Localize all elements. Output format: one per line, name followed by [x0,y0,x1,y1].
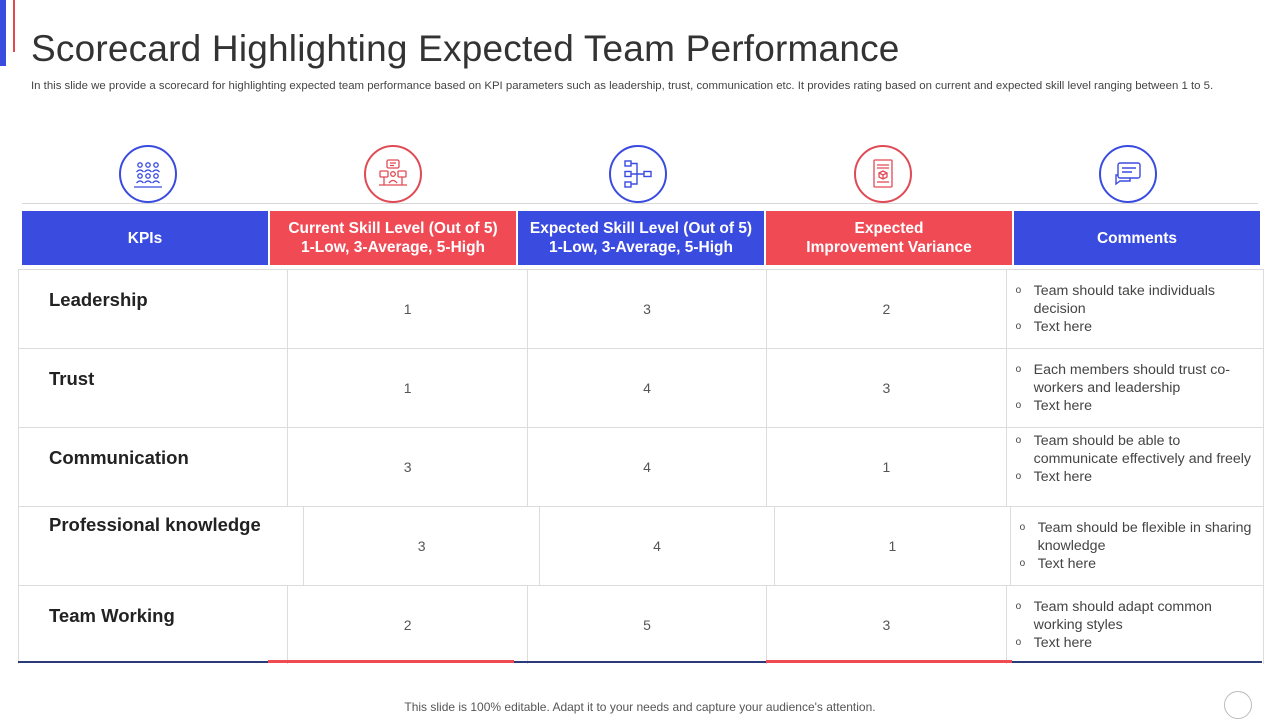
bullet-icon: o [1015,285,1022,296]
bullet-icon: o [1019,558,1026,569]
bullet-icon: o [1019,522,1026,533]
bullet-icon: o [1015,435,1022,446]
bullet-icon: o [1015,364,1022,375]
header-current-skill: Current Skill Level (Out of 5) 1-Low, 3-A… [270,211,516,265]
expected-skill-value: 4 [528,349,768,427]
table-row: Communication 3 4 1 o Team should be able… [19,428,1263,507]
current-skill-value: 1 [288,349,528,427]
variance-value: 1 [767,428,1007,506]
table-frame-top [22,203,1258,204]
table-bottom-accent [766,660,1012,663]
table-row: Trust 1 4 3 o Each members should trust c… [19,349,1263,428]
header-comments: Comments [1014,211,1260,265]
bullet-icon: o [1015,601,1022,612]
team-icon [119,145,177,203]
comment-item: o Text here [1015,469,1092,485]
expected-skill-value: 4 [540,507,776,585]
bullet-icon: o [1015,400,1022,411]
variance-value: 1 [775,507,1011,585]
chat-icon [1099,145,1157,203]
bullet-icon: o [1015,321,1022,332]
table-bottom-accent [268,660,514,663]
variance-value: 3 [767,349,1007,427]
comment-item: o Text here [1015,398,1092,414]
comment-item: o Text here [1019,556,1096,572]
comment-item: o Each members should trust co-workers an… [1015,362,1230,396]
current-skill-value: 3 [288,428,528,506]
comment-item: o Text here [1015,635,1092,651]
document-icon [854,145,912,203]
comment-cell: o Team should take individuals decision o… [1007,270,1263,348]
expected-skill-value: 4 [528,428,768,506]
accent-line [13,0,15,52]
comment-cell: o Each members should trust co-workers an… [1007,349,1263,427]
table-row: Leadership 1 3 2 o Team should take indiv… [19,270,1263,349]
table-bottom-line [18,661,1262,663]
variance-value: 2 [767,270,1007,348]
table-row: Team Working 2 5 3 o Team should adapt co… [19,586,1263,664]
bullet-icon: o [1015,637,1022,648]
expected-skill-value: 5 [528,586,768,664]
page-subtitle: In this slide we provide a scorecard for… [31,80,1214,92]
current-skill-value: 2 [288,586,528,664]
comment-cell: o Team should adapt common working styles… [1007,586,1263,664]
scorecard-table: Leadership 1 3 2 o Team should take indiv… [18,269,1264,664]
current-skill-value: 1 [288,270,528,348]
page-title: Scorecard Highlighting Expected Team Per… [31,28,900,69]
comment-item: o Team should be able to communicate effe… [1015,433,1252,467]
comment-cell: o Team should be flexible in sharing know… [1011,507,1263,585]
comment-item: o Team should adapt common working styles [1015,599,1212,633]
kpi-name: Leadership [19,270,289,348]
header-kpis: KPIs [22,211,268,265]
bullet-icon: o [1015,471,1022,482]
comment-item: o Text here [1015,319,1092,335]
header-improvement-variance: Expected Improvement Variance [766,211,1012,265]
kpi-name: Team Working [19,586,289,664]
comment-cell: o Team should be able to communicate effe… [1007,428,1263,506]
collaboration-icon [364,145,422,203]
header-expected-skill: Expected Skill Level (Out of 5) 1-Low, 3-… [518,211,764,265]
current-skill-value: 3 [304,507,540,585]
expected-skill-value: 3 [528,270,768,348]
table-row: Professional knowledge 3 4 1 o Team shoul… [19,507,1263,586]
kpi-name: Communication [19,428,289,506]
flowchart-icon [609,145,667,203]
comment-item: o Team should take individuals decision [1015,283,1216,317]
page-indicator [1224,691,1252,719]
variance-value: 3 [767,586,1007,664]
kpi-name: Trust [19,349,289,427]
footer-note: This slide is 100% editable. Adapt it to… [404,700,876,714]
table-header-row: KPIs Current Skill Level (Out of 5) 1-Low… [22,211,1260,265]
accent-bar [0,0,6,66]
comment-item: o Team should be flexible in sharing know… [1019,520,1252,554]
kpi-name: Professional knowledge [19,507,305,585]
